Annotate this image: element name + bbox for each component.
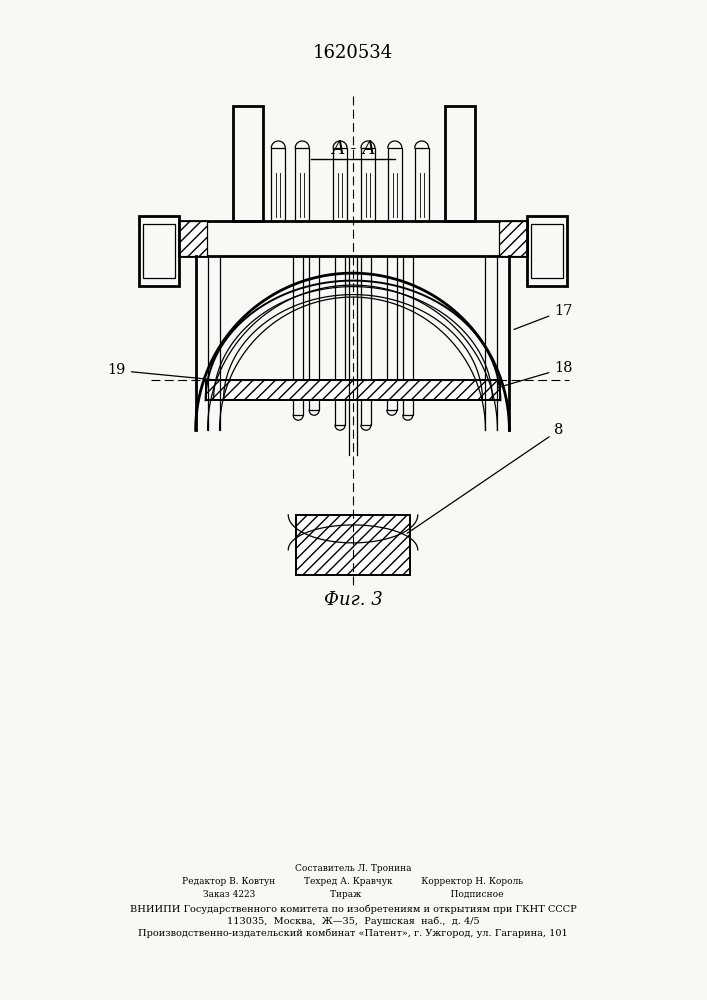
Text: 17: 17 <box>514 304 573 329</box>
Text: 113035,  Москва,  Ж—35,  Раушская  наб.,  д. 4/5: 113035, Москва, Ж—35, Раушская наб., д. … <box>227 916 479 926</box>
Text: Фиг. 3: Фиг. 3 <box>324 591 382 609</box>
Text: ВНИИПИ Государственного комитета по изобретениям и открытиям при ГКНТ СССР: ВНИИПИ Государственного комитета по изоб… <box>129 904 576 914</box>
Text: Редактор В. Ковтун          Техред А. Кравчук          Корректор Н. Король: Редактор В. Ковтун Техред А. Кравчук Кор… <box>182 877 524 886</box>
Polygon shape <box>179 221 206 256</box>
Polygon shape <box>206 380 501 400</box>
Text: Составитель Л. Тронина: Составитель Л. Тронина <box>295 864 411 873</box>
Text: 1620534: 1620534 <box>313 44 393 62</box>
Polygon shape <box>499 221 527 256</box>
Text: А - А: А - А <box>331 140 375 158</box>
Polygon shape <box>296 515 410 575</box>
Text: 18: 18 <box>498 361 573 388</box>
Text: 19: 19 <box>107 363 217 380</box>
Text: Производственно-издательский комбинат «Патент», г. Ужгород, ул. Гагарина, 101: Производственно-издательский комбинат «П… <box>138 928 568 938</box>
Text: Заказ 4223                          Тираж                               Подписно: Заказ 4223 Тираж Подписно <box>203 890 503 899</box>
Text: 8: 8 <box>407 423 563 533</box>
